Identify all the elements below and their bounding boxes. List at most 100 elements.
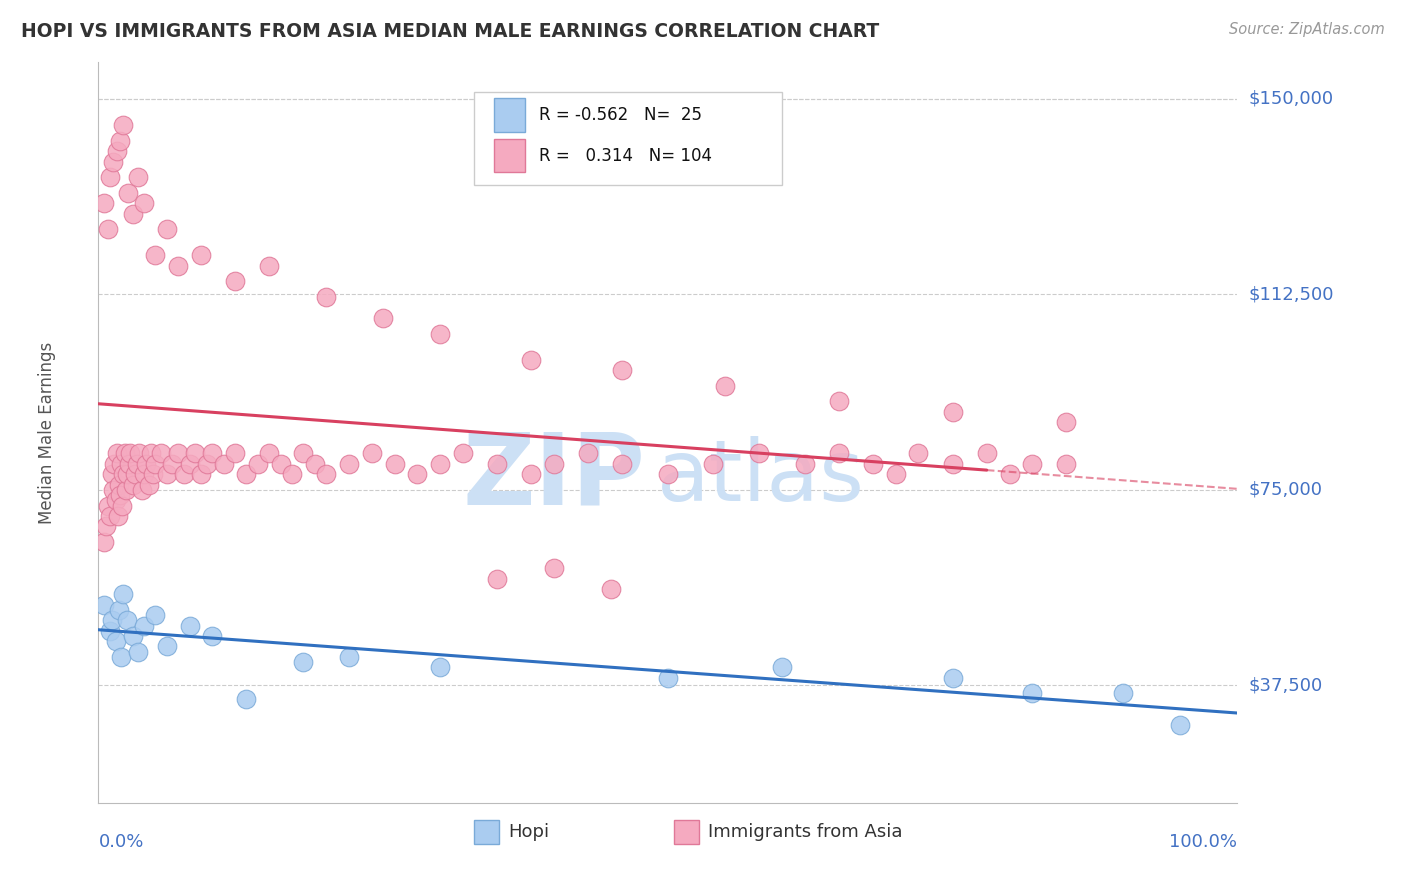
Point (1021, 457, 1043, 471)
Point (104, 634, 127, 648)
Point (384, 457, 406, 471)
Point (110, 649, 132, 664)
Point (212, 457, 235, 471)
Point (486, 457, 509, 471)
Point (114, 483, 136, 497)
Point (748, 446, 770, 460)
Text: Source: ZipAtlas.com: Source: ZipAtlas.com (1229, 22, 1385, 37)
Point (138, 477, 160, 491)
Point (270, 457, 292, 471)
Text: $75,000: $75,000 (1249, 481, 1323, 499)
Point (828, 446, 851, 460)
Point (337, 457, 360, 471)
Point (121, 477, 143, 491)
FancyBboxPatch shape (474, 820, 499, 844)
Point (179, 457, 201, 471)
Point (150, 446, 173, 460)
Point (1021, 686, 1043, 700)
Point (235, 691, 257, 706)
Point (127, 644, 149, 658)
Point (132, 618, 155, 632)
Point (128, 446, 150, 460)
Point (1054, 457, 1078, 471)
FancyBboxPatch shape (673, 820, 699, 844)
Point (190, 467, 212, 482)
FancyBboxPatch shape (474, 92, 782, 185)
Point (576, 446, 599, 460)
Point (101, 613, 124, 627)
Text: $150,000: $150,000 (1249, 90, 1333, 108)
Point (132, 196, 155, 211)
Point (657, 671, 679, 685)
Point (371, 310, 394, 325)
Point (96, 222, 118, 236)
Point (98, 624, 121, 638)
Text: Median Male Earnings: Median Male Earnings (38, 342, 56, 524)
Point (259, 446, 281, 460)
Point (156, 222, 179, 236)
Point (103, 154, 125, 169)
Point (884, 467, 907, 482)
Point (520, 467, 543, 482)
Point (93, 598, 115, 612)
Text: $37,500: $37,500 (1249, 676, 1323, 695)
Point (132, 467, 155, 482)
Point (292, 655, 315, 669)
FancyBboxPatch shape (494, 98, 526, 131)
Text: R =   0.314   N= 104: R = 0.314 N= 104 (538, 146, 713, 165)
Point (115, 467, 138, 482)
Point (114, 446, 136, 460)
Point (145, 248, 167, 262)
Point (292, 446, 315, 460)
Point (1170, 717, 1192, 731)
Point (104, 493, 127, 508)
Point (259, 259, 281, 273)
Point (281, 467, 304, 482)
Text: ZIP: ZIP (463, 428, 645, 525)
Point (93, 196, 115, 211)
Point (93, 535, 115, 549)
Point (224, 274, 246, 288)
Point (142, 467, 165, 482)
Point (108, 134, 131, 148)
Point (942, 457, 965, 471)
Point (224, 446, 246, 460)
Text: Hopi: Hopi (509, 822, 550, 840)
Point (156, 640, 179, 654)
Point (167, 446, 190, 460)
Point (145, 608, 167, 623)
Point (105, 144, 128, 158)
Text: atlas: atlas (657, 435, 865, 518)
Point (162, 457, 184, 471)
Point (543, 457, 565, 471)
Point (828, 394, 851, 409)
Point (998, 467, 1021, 482)
Point (98, 170, 121, 185)
Point (486, 572, 509, 586)
Point (942, 405, 965, 419)
Point (103, 457, 125, 471)
Point (304, 457, 326, 471)
Point (108, 477, 131, 491)
Point (429, 660, 451, 674)
Text: HOPI VS IMMIGRANTS FROM ASIA MEDIAN MALE EARNINGS CORRELATION CHART: HOPI VS IMMIGRANTS FROM ASIA MEDIAN MALE… (21, 22, 879, 41)
Point (101, 467, 124, 482)
Point (112, 118, 135, 132)
Point (862, 457, 884, 471)
Text: $112,500: $112,500 (1249, 285, 1334, 303)
Point (201, 629, 224, 643)
Point (360, 446, 382, 460)
Point (107, 509, 129, 524)
Point (139, 446, 162, 460)
Point (135, 457, 157, 471)
Point (942, 671, 965, 685)
Point (201, 446, 224, 460)
Point (145, 457, 167, 471)
Point (612, 457, 634, 471)
Point (315, 290, 337, 304)
Text: 100.0%: 100.0% (1170, 833, 1237, 851)
Point (121, 629, 143, 643)
Point (612, 363, 634, 377)
Point (167, 259, 190, 273)
Point (115, 613, 138, 627)
